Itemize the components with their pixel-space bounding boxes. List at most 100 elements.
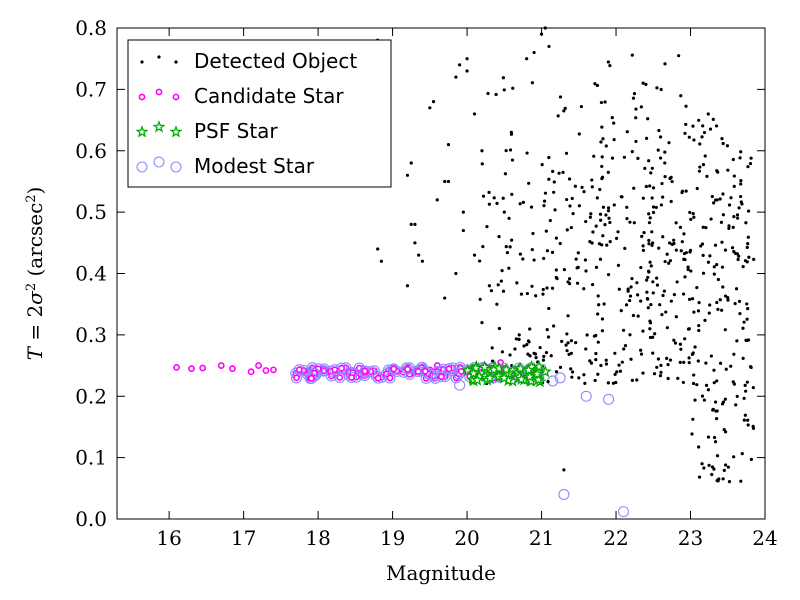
point-detected-object	[557, 171, 561, 175]
point-detected-object	[659, 363, 663, 367]
point-detected-object	[665, 356, 669, 360]
point-detected-object	[704, 361, 708, 365]
point-detected-object	[679, 347, 683, 351]
point-detected-object	[678, 225, 683, 229]
point-detected-object	[554, 236, 559, 240]
point-detected-object	[679, 94, 683, 98]
point-detected-object	[567, 277, 572, 281]
point-detected-object	[729, 196, 733, 200]
point-detected-object	[674, 248, 678, 252]
point-detected-object	[461, 210, 465, 214]
point-detected-object	[575, 281, 580, 285]
y-axis-label-sigma: σ	[23, 290, 47, 305]
point-detected-object	[665, 252, 669, 256]
point-detected-object	[720, 265, 725, 269]
point-detected-object	[647, 238, 651, 243]
x-tick-label: 24	[752, 526, 777, 550]
point-detected-object	[646, 275, 650, 280]
point-psf-star	[523, 369, 537, 383]
point-detected-object	[582, 373, 586, 377]
point-detected-object	[636, 156, 640, 160]
point-detected-object	[746, 209, 751, 213]
point-detected-object	[636, 314, 640, 318]
point-detected-object	[735, 394, 739, 398]
point-detected-object	[632, 186, 636, 190]
point-detected-object	[738, 312, 742, 316]
point-detected-object	[691, 124, 695, 128]
point-detected-object	[481, 194, 486, 198]
point-detected-object	[701, 225, 705, 229]
point-detected-object	[746, 307, 750, 311]
point-modest-star	[346, 371, 358, 384]
point-detected-object	[413, 241, 417, 245]
point-detected-object	[746, 235, 750, 239]
point-detected-object	[720, 308, 724, 312]
point-detected-object	[665, 326, 669, 330]
point-detected-object	[740, 452, 744, 456]
point-detected-object	[716, 170, 720, 174]
point-detected-object	[641, 371, 645, 375]
point-detected-object	[677, 54, 681, 58]
point-detected-object	[632, 221, 636, 225]
point-modest-star	[554, 372, 566, 384]
point-detected-object	[697, 169, 702, 173]
point-detected-object	[590, 282, 595, 287]
point-detected-object	[745, 380, 749, 384]
legend-box	[127, 39, 392, 188]
point-detected-object	[496, 283, 500, 287]
point-detected-object	[495, 302, 499, 306]
point-detected-object	[702, 398, 707, 402]
point-detected-object	[551, 169, 555, 174]
point-detected-object	[691, 381, 696, 386]
point-detected-object	[711, 117, 715, 121]
point-detected-object	[558, 95, 563, 99]
point-detected-object	[701, 124, 705, 128]
point-detected-object	[737, 206, 741, 210]
point-detected-object	[645, 296, 649, 301]
point-psf-star	[469, 361, 483, 374]
point-detected-object	[692, 138, 696, 142]
point-detected-object	[697, 445, 701, 449]
point-detected-object	[647, 270, 651, 274]
legend-entry-modest-star: Modest Star	[136, 154, 315, 178]
point-candidate-star	[199, 364, 207, 372]
axis-ticks: 16 17 18 19 20 21 22 23 24 0.0 0.1 0.2 0.3 0.4 0.5 0.6 0…	[75, 16, 778, 550]
point-detected-object	[606, 60, 611, 64]
point-detected-object	[573, 184, 578, 188]
legend-marker	[172, 93, 180, 101]
point-detected-object	[527, 181, 531, 185]
point-detected-object	[650, 166, 654, 170]
point-detected-object	[709, 354, 713, 358]
x-tick-label: 23	[678, 526, 703, 550]
point-detected-object	[649, 303, 653, 307]
point-modest-star	[617, 506, 630, 518]
point-detected-object	[595, 83, 599, 88]
point-detected-object	[650, 243, 654, 247]
point-detected-object	[692, 373, 696, 377]
point-detected-object	[465, 57, 469, 61]
point-detected-object	[501, 76, 505, 80]
point-detected-object	[561, 170, 565, 174]
point-detected-object	[598, 212, 603, 216]
point-detected-object	[751, 386, 755, 390]
data-marks	[173, 26, 756, 518]
point-detected-object	[639, 105, 643, 109]
point-detected-object	[687, 297, 692, 301]
point-detected-object	[648, 260, 652, 264]
point-detected-object	[741, 264, 745, 269]
point-detected-object	[656, 148, 660, 152]
point-detected-object	[480, 162, 484, 166]
point-detected-object	[620, 195, 624, 199]
point-detected-object	[744, 389, 748, 393]
point-detected-object	[683, 275, 687, 279]
point-detected-object	[379, 259, 384, 263]
point-modest-star	[329, 364, 341, 376]
point-detected-object	[545, 286, 549, 290]
point-detected-object	[562, 268, 567, 272]
point-detected-object	[641, 196, 645, 200]
point-detected-object	[589, 212, 593, 216]
point-detected-object	[691, 212, 695, 216]
point-detected-object	[649, 264, 653, 268]
point-detected-object	[708, 254, 712, 258]
point-detected-object	[743, 383, 747, 387]
